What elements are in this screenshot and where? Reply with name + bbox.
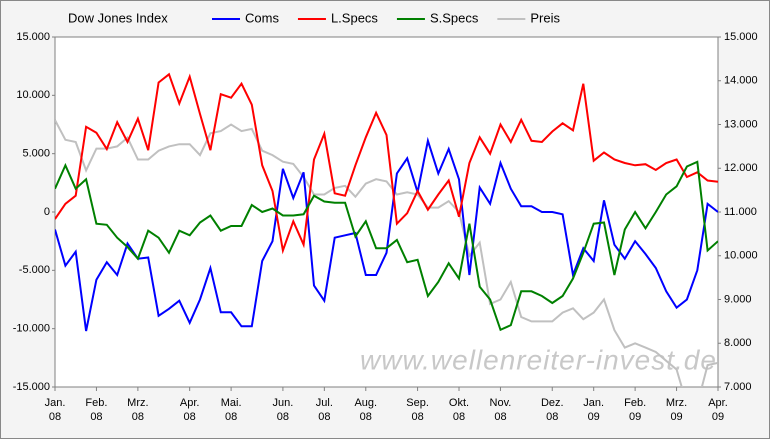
x-tick-label: Okt. 08 <box>448 397 470 423</box>
y2-tick-label: 13.000 <box>724 118 758 130</box>
plot-area <box>54 36 719 388</box>
x-tick-label: Sep. 08 <box>406 397 429 423</box>
x-tick-label: Mrz. 08 <box>127 397 149 423</box>
x-tick-label: Apr. 09 <box>708 397 728 423</box>
x-tick-label: Feb. 09 <box>624 397 647 423</box>
legend-label: L.Specs <box>331 10 378 25</box>
legend-label: S.Specs <box>430 10 479 25</box>
x-tick-label: Nov. 08 <box>489 397 512 423</box>
x-tick-label: Mai. 08 <box>220 397 242 423</box>
watermark: www.wellenreiter-invest.de <box>360 344 717 375</box>
y-tick-label: -5.000 <box>19 264 50 276</box>
y-tick-label: -10.000 <box>13 323 50 335</box>
y2-tick-label: 10.000 <box>724 250 758 262</box>
x-tick-label: Mrz. 09 <box>665 397 688 423</box>
series-line <box>55 160 718 332</box>
y-tick-label: -15.000 <box>13 381 50 393</box>
y2-tick-label: 14.000 <box>724 75 758 87</box>
y2-tick-label: 12.000 <box>724 162 758 174</box>
y-tick-label: 10.000 <box>16 89 50 101</box>
series-line <box>55 72 718 255</box>
x-tick-label: Aug. 08 <box>354 397 378 423</box>
series-line <box>55 136 718 332</box>
legend-label: Preis <box>530 10 560 25</box>
x-tick-label: Jan. 08 <box>44 397 66 423</box>
y2-tick-label: 15.000 <box>724 31 758 43</box>
x-tick-label: Dez. 08 <box>540 397 564 423</box>
x-tick-label: Feb. 08 <box>85 397 108 423</box>
y2-tick-label: 8.000 <box>724 337 752 349</box>
y2-tick-label: 7.000 <box>724 381 752 393</box>
series-line <box>55 119 718 387</box>
y2-tick-label: 9.000 <box>724 293 752 305</box>
x-tick-label: Apr. 08 <box>179 397 200 423</box>
x-tick-label: Jun. 08 <box>272 397 294 423</box>
y-tick-label: 15.000 <box>16 31 50 43</box>
y-tick-label: 0 <box>44 206 50 218</box>
legend-label: Coms <box>245 10 279 25</box>
y2-tick-label: 11.000 <box>724 206 757 218</box>
x-tick-label: Jul. 08 <box>315 397 333 423</box>
x-tick-label: Jan. 09 <box>583 397 605 423</box>
chart-title: Dow Jones Index <box>68 10 168 25</box>
y-tick-label: 5.000 <box>22 148 50 160</box>
